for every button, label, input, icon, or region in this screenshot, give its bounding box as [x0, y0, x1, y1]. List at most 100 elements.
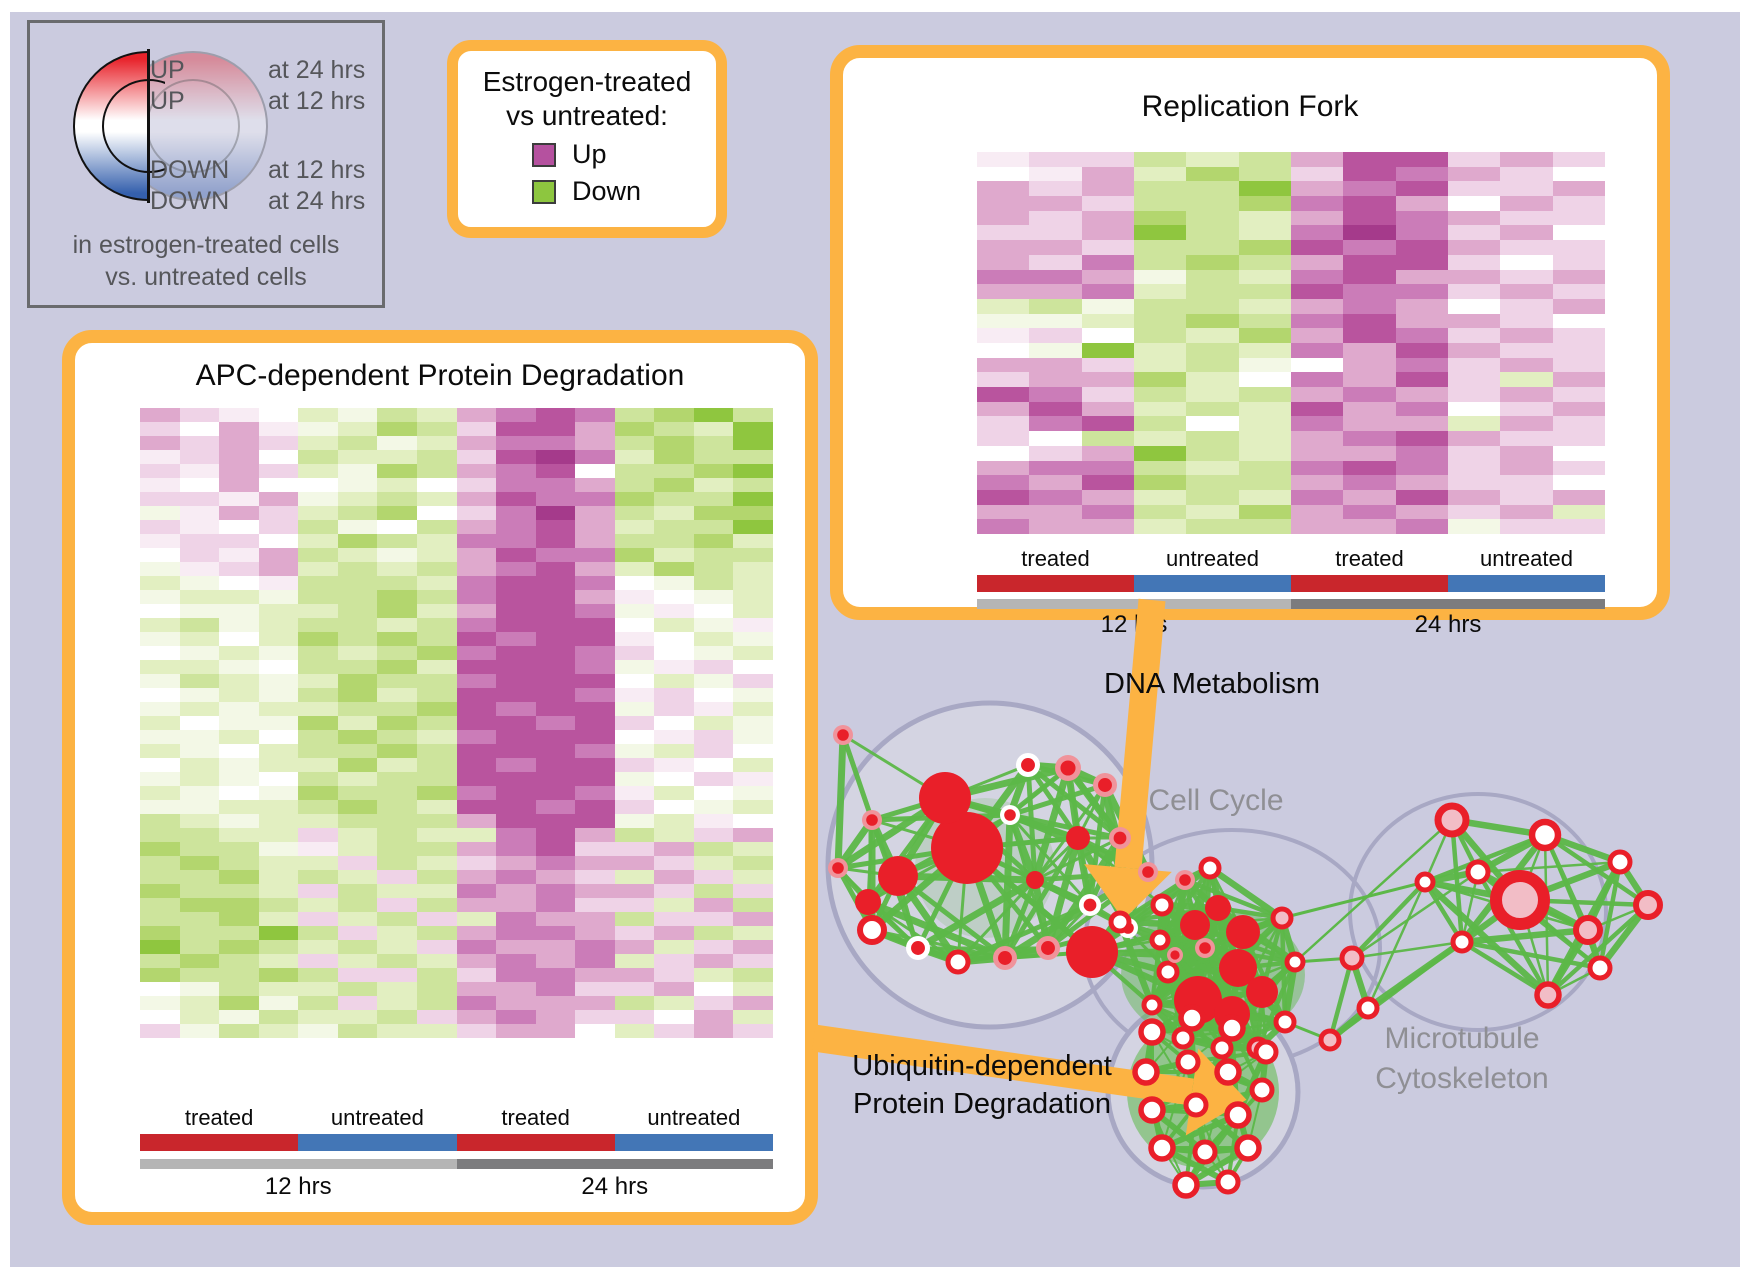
heatmap-cell — [1186, 445, 1239, 461]
heatmap-cell — [1552, 269, 1605, 285]
heatmap-cell — [1081, 210, 1134, 226]
heatmap-cell — [258, 730, 299, 744]
heatmap-cell — [337, 800, 378, 814]
heatmap-cell — [456, 464, 497, 478]
heatmap-cell — [575, 912, 615, 926]
heatmap-cell — [456, 954, 497, 968]
heatmap-cell — [258, 758, 299, 772]
heatmap-cell — [337, 618, 378, 632]
heatmap-cell — [614, 464, 655, 478]
heatmap-cell — [416, 926, 457, 940]
heatmap-cell — [496, 758, 536, 772]
heatmap-cell — [219, 912, 259, 926]
heatmap-cell — [337, 1024, 378, 1038]
heatmap-cell — [140, 898, 180, 912]
heatmap-cell — [337, 660, 378, 674]
heatmap-cell — [179, 464, 220, 478]
gene-set-node-ring — [1183, 1092, 1209, 1118]
group-label: treated — [1021, 546, 1090, 571]
heatmap-cell — [733, 898, 773, 912]
heatmap-cell — [337, 436, 378, 450]
heatmap-cell — [377, 912, 417, 926]
heatmap-cell — [496, 716, 536, 730]
heatmap-cell — [496, 814, 536, 828]
heatmap-cell — [1343, 210, 1396, 226]
heatmap-cell — [1029, 196, 1082, 211]
heatmap-cell — [693, 828, 734, 842]
heatmap-cell — [456, 758, 497, 772]
heatmap-cell — [337, 954, 378, 968]
heatmap-cell — [337, 926, 378, 940]
heatmap-cell — [1500, 152, 1553, 167]
heatmap-cell — [298, 786, 338, 800]
heatmap-cell — [219, 520, 259, 534]
heatmap-cell — [416, 912, 457, 926]
heatmap-cell — [1290, 313, 1344, 329]
heatmap-cell — [614, 954, 655, 968]
heatmap-cell — [258, 660, 299, 674]
heatmap-cell — [1186, 196, 1239, 211]
heatmap-cell — [140, 758, 180, 772]
gene-set-node — [832, 862, 844, 874]
heatmap-cell — [1343, 313, 1396, 329]
microtubule-label-line2: Cytoskeleton — [1375, 1062, 1549, 1095]
heatmap-cell — [337, 996, 378, 1010]
heatmap-cell — [179, 492, 220, 506]
heatmap-cell — [1029, 298, 1082, 314]
heatmap-cell — [1290, 416, 1344, 432]
heatmap-cell — [456, 968, 497, 982]
heatmap-cell — [219, 996, 259, 1010]
heatmap-cell — [140, 478, 180, 492]
heatmap-cell — [1133, 328, 1187, 343]
heatmap-cell — [496, 590, 536, 604]
heatmap-cell — [614, 744, 655, 758]
heatmap-cell — [456, 730, 497, 744]
gene-set-node-ring — [1192, 1139, 1218, 1165]
heatmap-cell — [456, 660, 497, 674]
heatmap-cell — [977, 313, 1030, 329]
heatmap-cell — [377, 1010, 417, 1024]
heatmap-cell — [614, 604, 655, 618]
heatmap-cell — [575, 464, 615, 478]
gene-set-node — [1226, 915, 1260, 949]
heatmap-cell — [535, 632, 576, 646]
heatmap-cell — [337, 534, 378, 548]
gene-set-node-ring — [1318, 1028, 1342, 1052]
heatmap-cell — [654, 450, 694, 464]
heatmap-cell — [416, 856, 457, 870]
network-edge — [1149, 937, 1163, 1008]
gene-set-node — [1066, 926, 1118, 978]
heatmap-cell — [1395, 328, 1448, 343]
heatmap-cell — [977, 181, 1030, 197]
heatmap-cell — [654, 926, 694, 940]
heatmap-cell — [535, 688, 576, 702]
heatmap-cell — [258, 478, 299, 492]
heatmap-cell — [977, 431, 1030, 446]
heatmap-cell — [693, 674, 734, 688]
heatmap-cell — [1081, 284, 1134, 299]
heatmap-cell — [298, 688, 338, 702]
heatmap-cell — [1343, 401, 1396, 417]
network-edge — [1230, 916, 1284, 1016]
heatmap-cell — [1343, 416, 1396, 432]
heatmap-cell — [1500, 357, 1553, 373]
apc-condition-bar — [140, 1134, 773, 1151]
heatmap-cell — [654, 422, 694, 436]
color-key-box: UP at 24 hrs UP at 12 hrs DOWN at 12 hrs… — [27, 20, 385, 308]
heatmap-cell — [535, 884, 576, 898]
heatmap-cell — [1133, 298, 1187, 314]
heatmap-cell — [337, 716, 378, 730]
heatmap-cell — [179, 674, 220, 688]
heatmap-cell — [179, 786, 220, 800]
heatmap-cell — [733, 940, 773, 954]
heatmap-cell — [1500, 342, 1553, 358]
heatmap-cell — [179, 520, 220, 534]
gene-set-node-ring — [1490, 870, 1550, 930]
heatmap-cell — [337, 940, 378, 954]
heatmap-cell — [337, 422, 378, 436]
heatmap-cell — [977, 519, 1030, 534]
heatmap-cell — [1186, 460, 1239, 476]
heatmap-cell — [1029, 387, 1082, 402]
heatmap-cell — [1343, 298, 1396, 314]
gene-set-node — [878, 856, 918, 896]
